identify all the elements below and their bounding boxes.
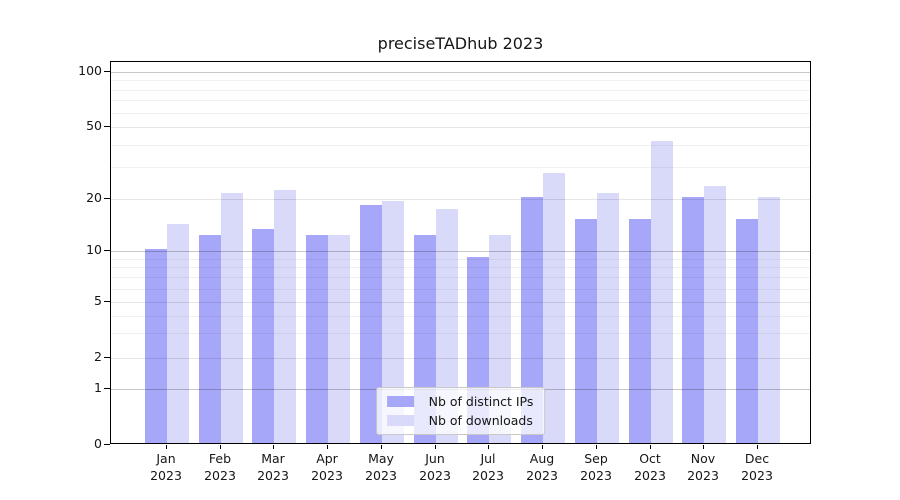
y-tick-mark [104, 301, 110, 303]
bar-distinct-ips [252, 229, 275, 443]
y-tick-mark [104, 198, 110, 200]
year-label: 2023 [580, 467, 612, 483]
legend-swatch-downloads [386, 415, 414, 426]
bar-downloads [704, 186, 727, 443]
year-label: 2023 [419, 467, 451, 483]
y-tick-mark [104, 250, 110, 252]
x-tick-mark [220, 445, 222, 449]
y-tick-mark [104, 71, 110, 73]
y-tick-mark [104, 388, 110, 390]
month-label: Aug [529, 451, 555, 466]
x-tick-mark [596, 445, 598, 449]
legend-swatch-distinct-ips [386, 396, 414, 407]
year-label: 2023 [687, 467, 719, 483]
x-tick-mark [542, 445, 544, 449]
x-tick-mark [757, 445, 759, 449]
x-tick-mark [381, 445, 383, 449]
y-tick-label-20: 20 [86, 190, 102, 205]
x-tick-mark [650, 445, 652, 449]
x-tick-label-nov: Nov 2023 [671, 451, 735, 484]
legend-item-distinct-ips: Nb of distinct IPs [386, 394, 534, 409]
year-label: 2023 [311, 467, 343, 483]
bars-layer [111, 62, 810, 443]
bar-downloads [328, 235, 351, 443]
bar-downloads [757, 197, 780, 443]
legend-label: Nb of distinct IPs [428, 394, 534, 409]
year-label: 2023 [472, 467, 504, 483]
year-label: 2023 [257, 467, 289, 483]
bar-downloads [596, 193, 619, 443]
y-tick-label-100: 100 [78, 63, 102, 78]
month-label: Mar [261, 451, 285, 466]
y-tick-label-5: 5 [94, 293, 102, 308]
y-tick-label-0: 0 [94, 436, 102, 451]
month-label: Dec [744, 451, 770, 466]
legend: Nb of distinct IPs Nb of downloads [375, 387, 546, 435]
month-label: Jul [480, 451, 496, 466]
month-label: Oct [639, 451, 661, 466]
bar-distinct-ips [145, 249, 167, 443]
x-tick-label-sep: Sep 2023 [564, 451, 628, 484]
month-label: Jan [156, 451, 176, 466]
month-label: Sep [584, 451, 608, 466]
x-tick-label-feb: Feb 2023 [188, 451, 252, 484]
bar-distinct-ips [574, 218, 597, 443]
bar-distinct-ips [735, 218, 758, 443]
y-tick-mark [104, 357, 110, 359]
month-label: Nov [690, 451, 716, 466]
month-label: Apr [316, 451, 338, 466]
x-tick-label-jan: Jan 2023 [134, 451, 198, 484]
month-label: Feb [208, 451, 232, 466]
x-tick-mark [166, 445, 168, 449]
bar-distinct-ips [628, 218, 651, 443]
x-tick-mark [273, 445, 275, 449]
x-tick-mark [327, 445, 329, 449]
bar-distinct-ips [359, 204, 382, 443]
x-tick-mark [435, 445, 437, 449]
bar-downloads [167, 223, 189, 443]
bar-downloads [435, 209, 458, 443]
y-tick-mark [104, 126, 110, 128]
year-label: 2023 [365, 467, 397, 483]
x-tick-label-aug: Aug 2023 [510, 451, 574, 484]
y-tick-label-10: 10 [86, 242, 102, 257]
year-label: 2023 [150, 467, 182, 483]
year-label: 2023 [526, 467, 558, 483]
x-tick-label-oct: Oct 2023 [618, 451, 682, 484]
bar-distinct-ips [682, 197, 705, 443]
bar-downloads [381, 200, 404, 443]
bar-downloads [220, 193, 243, 443]
bar-distinct-ips [521, 197, 544, 443]
y-tick-mark [104, 444, 110, 446]
month-label: Jun [425, 451, 445, 466]
x-tick-label-dec: Dec 2023 [725, 451, 789, 484]
bar-downloads [650, 140, 673, 443]
bar-distinct-ips [306, 235, 329, 443]
x-tick-label-apr: Apr 2023 [295, 451, 359, 484]
x-tick-label-jun: Jun 2023 [403, 451, 467, 484]
x-tick-label-mar: Mar 2023 [241, 451, 305, 484]
y-tick-label-1: 1 [94, 380, 102, 395]
chart-title: preciseTADhub 2023 [377, 34, 544, 53]
x-tick-mark [703, 445, 705, 449]
year-label: 2023 [204, 467, 236, 483]
x-tick-label-may: May 2023 [349, 451, 413, 484]
bar-downloads [274, 189, 297, 443]
legend-item-downloads: Nb of downloads [386, 413, 534, 428]
bar-distinct-ips [198, 235, 221, 443]
bar-downloads [543, 173, 566, 443]
year-label: 2023 [634, 467, 666, 483]
x-tick-label-jul: Jul 2023 [456, 451, 520, 484]
month-label: May [368, 451, 394, 466]
year-label: 2023 [741, 467, 773, 483]
plot-area: Nb of distinct IPs Nb of downloads [110, 61, 811, 444]
x-tick-mark [488, 445, 490, 449]
y-tick-label-2: 2 [94, 349, 102, 364]
y-tick-label-50: 50 [86, 118, 102, 133]
legend-label: Nb of downloads [428, 413, 533, 428]
